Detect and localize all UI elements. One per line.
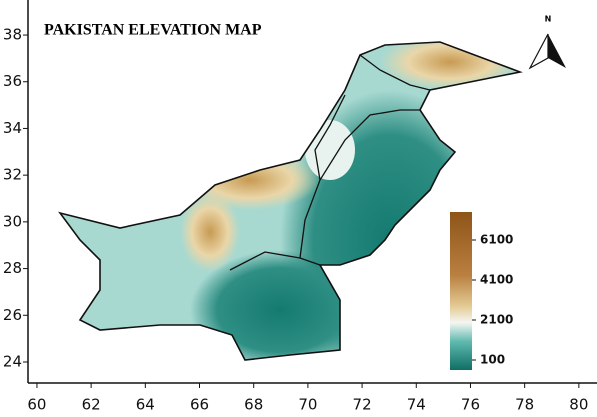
- x-tick-label: 64: [136, 396, 155, 414]
- y-tick-label: 30: [3, 212, 22, 230]
- y-tick-label: 28: [3, 259, 22, 277]
- x-tick-label: 66: [190, 396, 209, 414]
- y-tick-label: 24: [3, 352, 22, 370]
- x-tick-label: 80: [569, 396, 588, 414]
- colorbar-tick-label: 4100: [480, 273, 513, 287]
- y-tick-label: 32: [3, 166, 22, 184]
- colorbar-tick-label: 100: [480, 353, 505, 367]
- province-border: [229, 54, 431, 271]
- country-border: [58, 41, 523, 361]
- north-arrow: [528, 33, 549, 70]
- x-tick-label: 76: [461, 396, 480, 414]
- x-tick-label: 68: [244, 396, 263, 414]
- colorbar-tick-label: 2100: [480, 313, 513, 327]
- y-tick-label: 36: [3, 72, 22, 90]
- y-tick-label: 34: [3, 119, 22, 137]
- x-tick-label: 70: [298, 396, 317, 414]
- x-tick-label: 78: [515, 396, 534, 414]
- colorbar-tick-label: 6100: [480, 233, 513, 247]
- y-tick-label: 38: [3, 26, 22, 44]
- map-title: PAKISTAN ELEVATION MAP: [44, 22, 262, 39]
- colorbar: [450, 212, 472, 370]
- north-arrow: [548, 34, 566, 68]
- x-tick-label: 74: [407, 396, 426, 414]
- y-tick-label: 26: [3, 306, 22, 324]
- x-tick-label: 62: [82, 396, 101, 414]
- x-tick-label: 72: [353, 396, 372, 414]
- x-tick-label: 60: [27, 396, 46, 414]
- north-label: N: [545, 15, 552, 24]
